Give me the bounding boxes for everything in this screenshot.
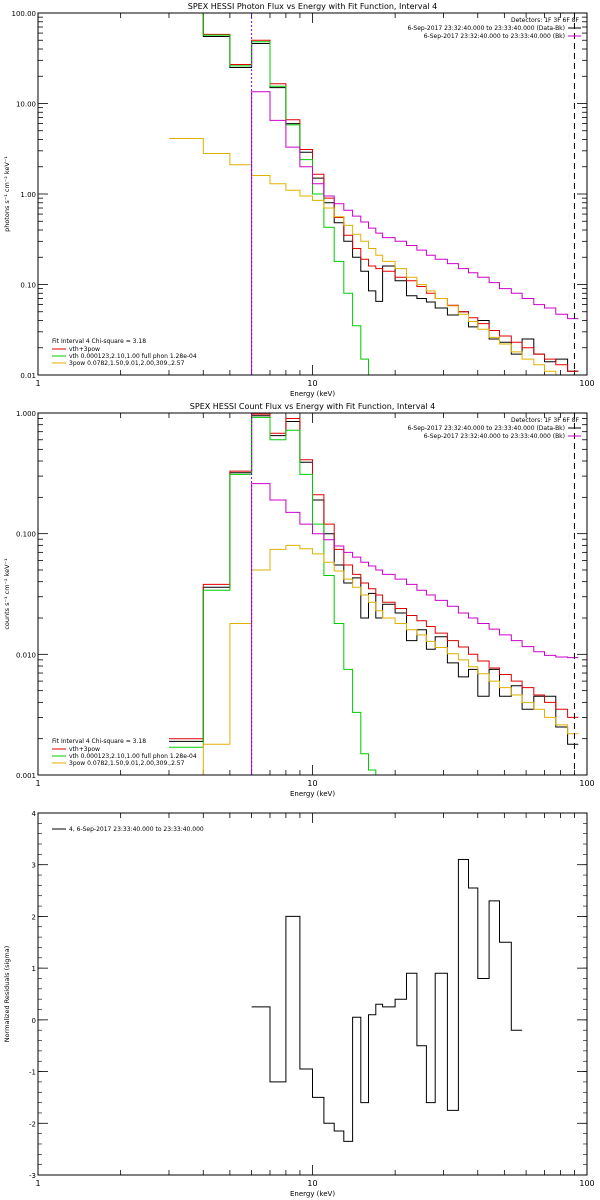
- y-tick-label: -1: [29, 1069, 36, 1077]
- y-tick-label: 3: [32, 862, 36, 870]
- y-tick-label: 1.000: [16, 410, 36, 418]
- series-1-line: [169, 13, 579, 372]
- legend-label: vth+3pow: [69, 746, 100, 753]
- series-2-line: [169, 13, 579, 372]
- y-axis-label: Normalized Residuals (sigma): [3, 946, 11, 1043]
- y-axis-label: photons s⁻¹ cm⁻² keV⁻¹: [3, 156, 11, 232]
- series-1-line: [251, 859, 523, 1142]
- info-text-line: 6-Sep-2017 23:32:40.000 to 23:33:40.000 …: [407, 425, 565, 432]
- y-tick-label: 0.10: [20, 282, 36, 290]
- info-text-line: Detectors: 1F 3F 6F 8F: [511, 17, 580, 24]
- y-tick-label: 4: [32, 810, 37, 818]
- info-text-line: 6-Sep-2017 23:32:40.000 to 23:33:40.000 …: [424, 433, 565, 440]
- x-axis-label: Energy (keV): [290, 790, 335, 798]
- y-tick-label: 100.00: [12, 10, 37, 18]
- x-tick-label: 1: [35, 779, 40, 788]
- x-axis-label: Energy (keV): [290, 390, 335, 398]
- x-tick-label: 100: [579, 1179, 594, 1188]
- series-3-line: [169, 416, 579, 775]
- fit-info-text: Fit Interval 4 Chi-square = 3.18: [52, 738, 146, 745]
- series-3-line: [169, 13, 579, 375]
- series-5-line: [169, 91, 579, 375]
- y-tick-label: 2: [32, 913, 36, 921]
- info-text-line: 6-Sep-2017 23:32:40.000 to 23:33:40.000 …: [407, 25, 565, 32]
- x-tick-label: 100: [579, 379, 594, 388]
- y-tick-label: 0.010: [16, 651, 36, 659]
- x-tick-label: 10: [307, 379, 317, 388]
- x-tick-label: 1: [35, 1179, 40, 1188]
- info-text-line: Detectors: 1F 3F 6F 8F: [511, 417, 580, 424]
- chart-panel-1: 1 10 100 0.01 0.10 1.00 10.00 100.00 SPEX HESSI …: [3, 2, 595, 398]
- y-tick-label: 0: [32, 1017, 36, 1025]
- x-tick-label: 10: [307, 779, 317, 788]
- y-tick-label: -3: [29, 1172, 36, 1180]
- chart-title: SPEX HESSI Count Flux vs Energy with Fit…: [190, 402, 435, 411]
- chart-panel-2: 1 10 100 0.001 0.010 0.100 1.000 SPEX HESSI Cou…: [3, 402, 595, 798]
- plot-frame: [37, 12, 588, 376]
- series-4-line: [169, 544, 579, 775]
- chart-title: SPEX HESSI Photon Flux vs Energy with Fi…: [188, 2, 438, 11]
- y-axis-label: counts s⁻¹ cm⁻² keV⁻¹: [3, 558, 11, 630]
- y-tick-label: 1: [32, 965, 36, 973]
- y-tick-label: 0.01: [20, 372, 36, 380]
- legend-label: 3pow 0.0782,1.50,9.01,2.00,309.,2.57: [69, 760, 185, 767]
- x-tick-label: 10: [307, 1179, 317, 1188]
- legend-label: 3pow 0.0782,1.50,9.01,2.00,309.,2.57: [69, 360, 185, 367]
- y-tick-label: 1.00: [20, 191, 36, 199]
- y-tick-label: 0.001: [16, 772, 36, 780]
- legend-label: 4, 6-Sep-2017 23:33:40.000 to 23:33:40.0…: [69, 826, 204, 833]
- y-tick-label: 10.00: [16, 101, 36, 109]
- series-2-line: [169, 413, 579, 740]
- legend-label: vth 0.000123,2.10,1.00 full phon 1.28e-0…: [69, 753, 197, 760]
- y-tick-label: 0.100: [16, 531, 36, 539]
- legend-label: vth+3pow: [69, 346, 100, 353]
- chart-panel-3: 1 10 100 -3 -2 -1 0 1 2 3 4 Energy (keV) Normalized …: [3, 810, 595, 1198]
- x-tick-label: 1: [35, 379, 40, 388]
- series-5-line: [169, 483, 579, 775]
- plot-frame: [37, 412, 588, 776]
- y-tick-label: -2: [29, 1120, 36, 1128]
- info-text-line: 6-Sep-2017 23:32:40.000 to 23:33:40.000 …: [424, 33, 565, 40]
- legend-label: vth 0.000123,2.10,1.00 full phon 1.28e-0…: [69, 353, 197, 360]
- series-4-line: [169, 138, 579, 375]
- plot-frame: [37, 812, 588, 1176]
- fit-info-text: Fit Interval 4 Chi-square = 3.18: [52, 338, 146, 345]
- x-tick-label: 100: [579, 779, 594, 788]
- x-axis-label: Energy (keV): [290, 1190, 335, 1198]
